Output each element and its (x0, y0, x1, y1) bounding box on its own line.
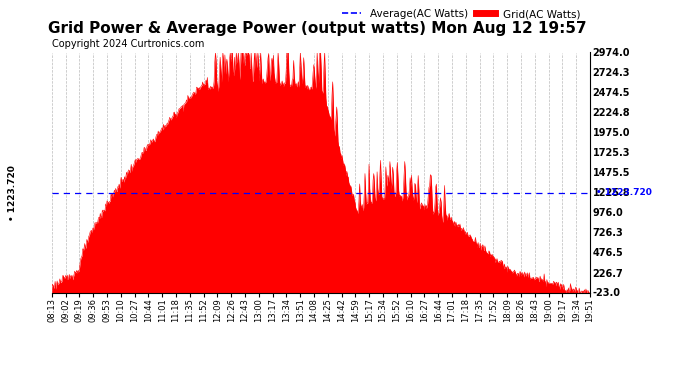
Text: Grid Power & Average Power (output watts) Mon Aug 12 19:57: Grid Power & Average Power (output watts… (48, 21, 586, 36)
Text: • 1223.720: • 1223.720 (595, 188, 651, 197)
Text: • 1223.720: • 1223.720 (8, 165, 17, 220)
Text: Copyright 2024 Curtronics.com: Copyright 2024 Curtronics.com (52, 39, 204, 50)
Legend: Average(AC Watts), Grid(AC Watts): Average(AC Watts), Grid(AC Watts) (338, 5, 584, 23)
